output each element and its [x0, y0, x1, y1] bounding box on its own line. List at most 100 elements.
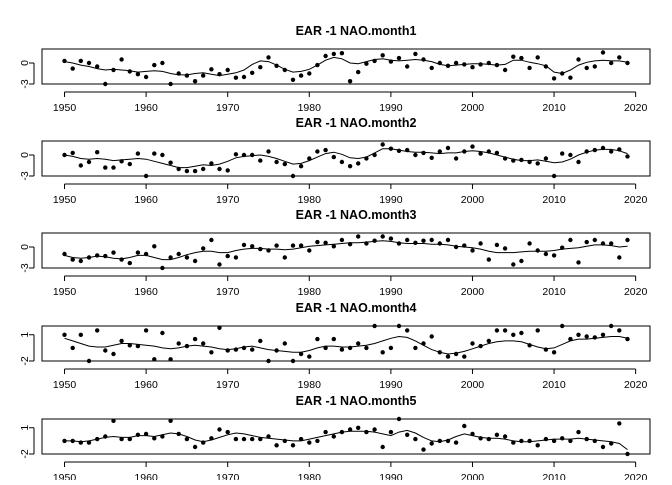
data-point	[111, 351, 116, 357]
data-point	[609, 241, 614, 246]
data-point	[86, 159, 92, 165]
y-tick-label: 0	[19, 152, 31, 158]
x-tick-label: 1970	[216, 472, 240, 480]
data-point	[127, 161, 132, 167]
data-point	[396, 323, 402, 329]
x-tick-label: 1980	[298, 472, 322, 480]
data-point	[201, 341, 206, 346]
data-point	[519, 55, 524, 61]
data-point	[217, 262, 222, 267]
data-point	[429, 65, 434, 71]
data-point	[609, 60, 614, 66]
data-point	[298, 351, 304, 357]
data-point	[152, 357, 157, 362]
x-tick-label: 2010	[542, 286, 566, 298]
x-tick-label: 1980	[298, 194, 322, 206]
data-point	[143, 74, 149, 80]
data-point	[307, 440, 312, 445]
data-point	[625, 451, 630, 457]
data-point	[364, 429, 369, 435]
data-point	[331, 434, 336, 439]
data-point	[298, 73, 304, 78]
y-tick-label: -2	[19, 449, 31, 458]
data-point	[617, 55, 622, 60]
data-point	[494, 432, 500, 437]
data-point	[225, 67, 230, 73]
y-tick-label: -3	[19, 263, 31, 272]
x-tick-label: 1970	[216, 194, 240, 206]
data-point	[511, 262, 516, 267]
plot-frame	[41, 48, 651, 85]
data-point	[478, 151, 483, 156]
data-point	[184, 168, 190, 174]
data-point	[453, 156, 459, 161]
data-point	[209, 161, 214, 166]
data-point	[617, 255, 622, 260]
plot-frame	[41, 140, 651, 177]
data-point	[225, 168, 230, 173]
data-point	[576, 159, 581, 165]
data-point	[315, 239, 320, 245]
data-point	[168, 418, 173, 423]
data-point	[143, 173, 149, 179]
data-point	[241, 242, 247, 248]
data-point	[70, 66, 75, 71]
data-point	[413, 345, 418, 351]
x-tick-label: 2000	[461, 379, 485, 391]
x-tick-label: 2020	[624, 286, 648, 298]
data-point	[119, 338, 124, 344]
data-point	[315, 438, 320, 444]
data-point	[233, 75, 239, 80]
data-point	[535, 248, 540, 253]
data-point	[331, 336, 336, 342]
data-point	[152, 244, 157, 249]
data-point	[209, 237, 214, 243]
data-point	[551, 438, 557, 444]
x-tick-label: 1950	[53, 379, 77, 391]
data-point	[494, 242, 500, 248]
x-tick-label: 1950	[53, 286, 77, 298]
data-point	[331, 244, 336, 249]
x-tick-label: 2010	[542, 194, 566, 206]
x-tick-label: 1970	[216, 102, 240, 114]
data-point	[356, 234, 361, 239]
x-tick-label: 1990	[379, 194, 403, 206]
data-point	[209, 67, 214, 72]
data-point	[78, 58, 84, 64]
data-point	[160, 330, 165, 336]
data-point	[486, 436, 491, 442]
data-point	[192, 258, 198, 264]
data-point	[494, 150, 500, 156]
data-point	[535, 328, 540, 333]
data-point	[184, 73, 190, 78]
data-point	[527, 438, 532, 444]
data-point	[600, 444, 606, 450]
y-tick-label: 0	[19, 244, 31, 250]
data-point	[347, 79, 353, 84]
data-point	[445, 145, 451, 151]
data-point	[421, 447, 426, 452]
data-point	[413, 152, 418, 158]
data-point	[453, 440, 459, 445]
data-point	[470, 144, 475, 149]
data-point	[584, 239, 589, 245]
data-point	[201, 73, 206, 78]
data-point	[527, 65, 532, 71]
data-point	[609, 149, 614, 154]
data-point	[347, 427, 353, 432]
data-point	[119, 57, 124, 62]
data-point	[576, 260, 581, 265]
data-point	[274, 243, 279, 248]
data-point	[103, 253, 108, 259]
data-point	[143, 431, 149, 437]
data-point	[429, 155, 434, 160]
data-point	[405, 237, 410, 243]
x-tick-label: 2000	[461, 102, 485, 114]
panel-title: EAR -1 NAO.month1	[296, 24, 417, 38]
data-point	[323, 429, 328, 435]
data-point	[380, 234, 385, 239]
data-point	[111, 418, 116, 423]
data-point	[339, 159, 345, 165]
data-point	[551, 173, 557, 179]
